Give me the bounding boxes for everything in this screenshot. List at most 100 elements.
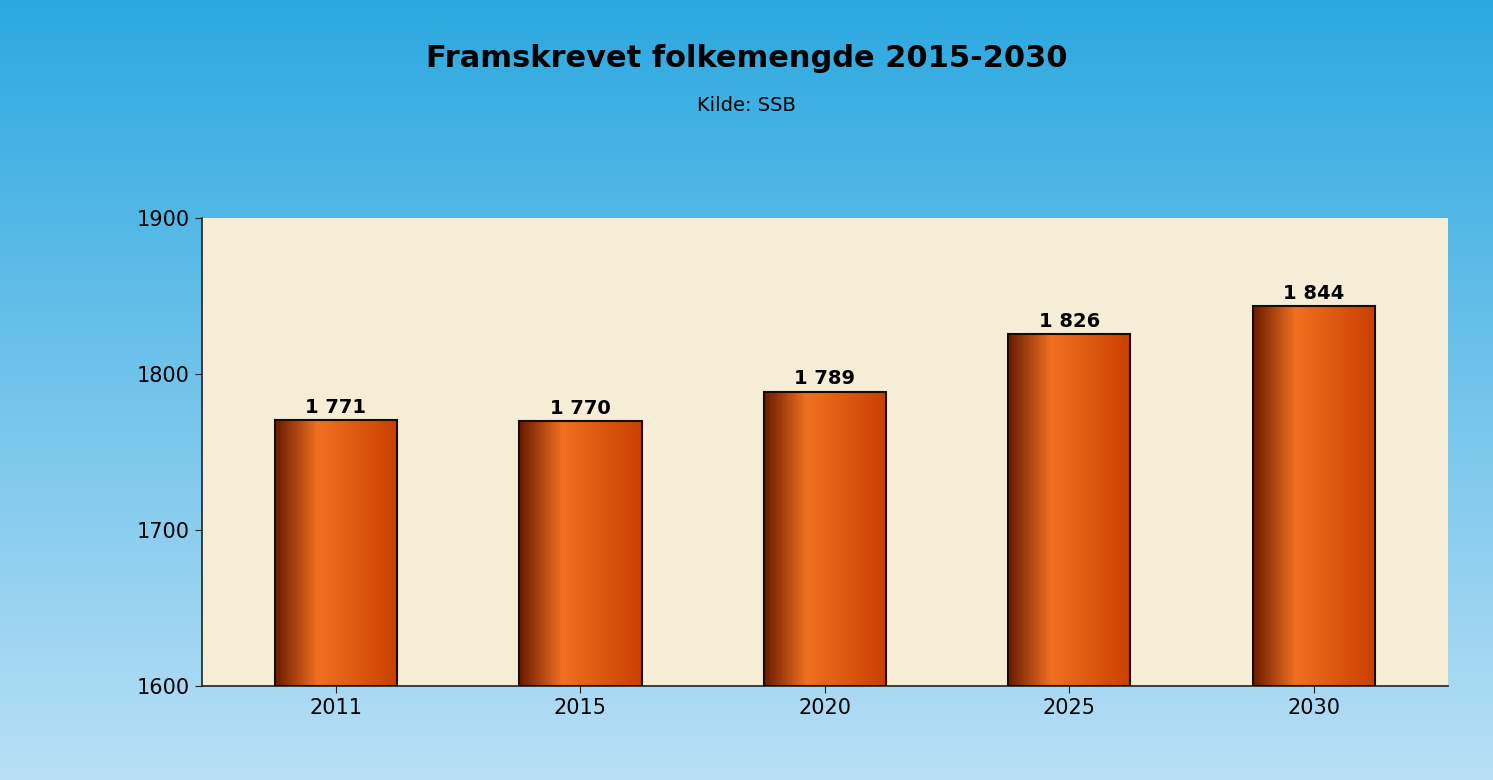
Bar: [0, 203, 1493, 205]
Bar: [0, 478, 1493, 481]
Bar: [0, 749, 1493, 751]
Bar: [0, 286, 1493, 289]
Bar: [0, 530, 1493, 533]
Bar: [0, 80, 1493, 83]
Bar: [0, 205, 1493, 208]
Bar: [0, 377, 1493, 380]
Bar: [0, 213, 1493, 216]
Bar: [0, 10, 1493, 13]
Bar: [0, 486, 1493, 489]
Text: Kilde: SSB: Kilde: SSB: [697, 96, 796, 115]
Bar: [0, 335, 1493, 338]
Bar: [764, 392, 885, 686]
Bar: [0, 762, 1493, 764]
Bar: [0, 307, 1493, 310]
Bar: [0, 616, 1493, 619]
Bar: [0, 62, 1493, 65]
Bar: [0, 283, 1493, 286]
Bar: [0, 341, 1493, 343]
Bar: [0, 86, 1493, 88]
Bar: [0, 107, 1493, 109]
Bar: [0, 463, 1493, 466]
Bar: [0, 484, 1493, 486]
Bar: [0, 226, 1493, 229]
Bar: [0, 629, 1493, 632]
Bar: [0, 49, 1493, 52]
Bar: [0, 679, 1493, 681]
Bar: [0, 489, 1493, 491]
Bar: [0, 117, 1493, 119]
Bar: [0, 260, 1493, 263]
Bar: [0, 263, 1493, 265]
Bar: [0, 731, 1493, 733]
Bar: [0, 177, 1493, 179]
Bar: [0, 294, 1493, 296]
Bar: [0, 460, 1493, 463]
Bar: [1253, 306, 1375, 686]
Bar: [0, 96, 1493, 99]
Bar: [0, 507, 1493, 509]
Bar: [0, 458, 1493, 460]
Bar: [0, 427, 1493, 429]
Text: 1 789: 1 789: [794, 370, 855, 388]
Bar: [0, 55, 1493, 57]
Bar: [0, 720, 1493, 723]
Bar: [0, 746, 1493, 749]
Bar: [0, 502, 1493, 505]
Bar: [0, 512, 1493, 515]
Bar: [0, 413, 1493, 416]
Text: 1 771: 1 771: [306, 398, 366, 417]
Bar: [0, 408, 1493, 411]
Bar: [0, 533, 1493, 536]
Bar: [0, 424, 1493, 427]
Bar: [0, 351, 1493, 353]
Bar: [0, 403, 1493, 406]
Bar: [0, 611, 1493, 614]
Bar: [0, 364, 1493, 367]
Bar: [0, 468, 1493, 470]
Bar: [0, 676, 1493, 679]
Bar: [0, 645, 1493, 647]
Bar: [0, 517, 1493, 520]
Bar: [0, 208, 1493, 211]
Bar: [0, 289, 1493, 291]
Bar: [0, 99, 1493, 101]
Bar: [1008, 334, 1130, 686]
Bar: [0, 583, 1493, 585]
Bar: [0, 197, 1493, 200]
Bar: [0, 710, 1493, 712]
Bar: [0, 663, 1493, 665]
Bar: [0, 437, 1493, 439]
Bar: [0, 520, 1493, 523]
Bar: [0, 455, 1493, 458]
Bar: [0, 655, 1493, 658]
Bar: [0, 689, 1493, 692]
Bar: [0, 5, 1493, 8]
Bar: [0, 725, 1493, 728]
Bar: [0, 481, 1493, 484]
Bar: [0, 174, 1493, 177]
Bar: [0, 741, 1493, 743]
Bar: [0, 770, 1493, 772]
Bar: [0, 172, 1493, 174]
Bar: [0, 242, 1493, 244]
Bar: [0, 151, 1493, 154]
Bar: [0, 470, 1493, 473]
Bar: [0, 624, 1493, 626]
Bar: [0, 601, 1493, 603]
Bar: [0, 608, 1493, 611]
Bar: [0, 419, 1493, 421]
Bar: [0, 273, 1493, 275]
Bar: [0, 445, 1493, 447]
Bar: [0, 127, 1493, 130]
Bar: [0, 236, 1493, 239]
Bar: [0, 333, 1493, 335]
Bar: [0, 250, 1493, 252]
Bar: [520, 421, 642, 686]
Bar: [0, 138, 1493, 140]
Bar: [0, 104, 1493, 107]
Bar: [0, 509, 1493, 512]
Bar: [0, 718, 1493, 720]
Bar: [0, 8, 1493, 10]
Bar: [0, 101, 1493, 104]
